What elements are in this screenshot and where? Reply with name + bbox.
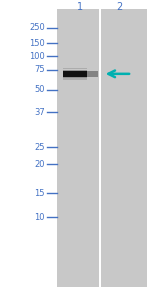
Bar [63, 70, 87, 72]
Text: 2: 2 [116, 2, 122, 12]
Text: 50: 50 [34, 86, 45, 94]
Text: 1: 1 [77, 2, 83, 12]
Text: 20: 20 [34, 160, 45, 168]
Bar [57, 9, 100, 287]
Text: 10: 10 [34, 213, 45, 222]
Bar [99, 9, 100, 287]
Text: 100: 100 [29, 52, 45, 61]
Bar [87, 71, 98, 77]
Bar [63, 68, 87, 69]
Bar [100, 9, 147, 287]
Text: 250: 250 [29, 23, 45, 32]
Text: 25: 25 [34, 143, 45, 152]
Text: 15: 15 [34, 189, 45, 198]
Bar [63, 76, 87, 78]
Text: 37: 37 [34, 108, 45, 117]
Text: 150: 150 [29, 39, 45, 48]
Text: 75: 75 [34, 65, 45, 74]
Bar [63, 78, 87, 80]
Bar [63, 71, 87, 77]
